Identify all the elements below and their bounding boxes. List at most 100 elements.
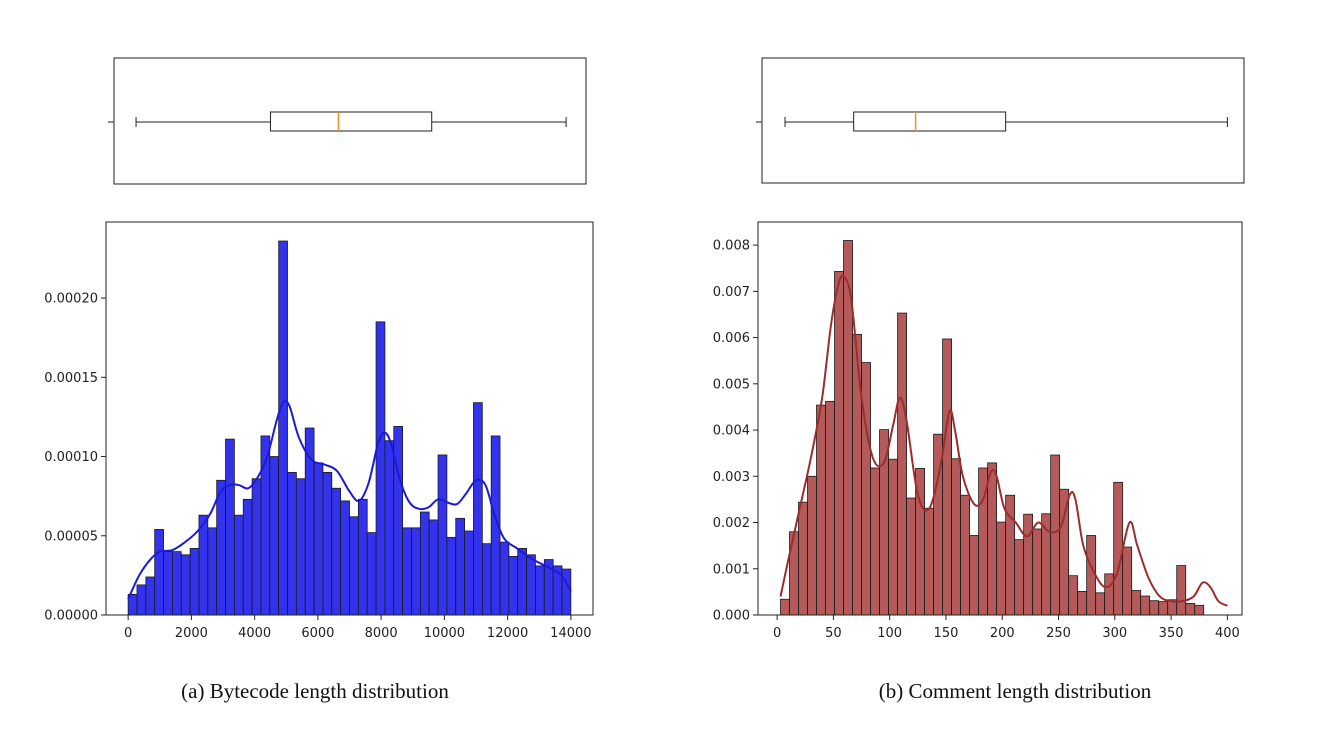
hist-b-ytick-label-1: 0.001	[713, 562, 750, 577]
histogram-a-frame	[105, 221, 594, 616]
hist-a-bar-18	[287, 471, 297, 616]
hist-b-bar-39	[1131, 590, 1142, 616]
hist-b-bar-3	[807, 475, 817, 616]
hist-a-bar-42	[499, 541, 510, 616]
hist-b-bar-33	[1077, 591, 1088, 616]
hist-a-xtick-label-2: 4000	[238, 626, 271, 641]
hist-a-ytick-label-2: 0.00010	[44, 450, 98, 465]
hist-a-bar-12	[233, 514, 244, 616]
hist-a-bar-4	[163, 551, 173, 616]
hist-a-bar-32	[411, 527, 421, 616]
hist-a-bar-3	[154, 529, 164, 616]
hist-b-bar-35	[1095, 592, 1106, 616]
hist-a-bar-27	[366, 532, 377, 616]
box-a-iqr-box	[269, 111, 433, 132]
hist-b-bar-45	[1185, 603, 1196, 616]
hist-a-bar-22	[322, 471, 333, 616]
hist-a-bar-45	[526, 554, 536, 616]
box-b-iqr-box	[853, 111, 1007, 132]
hist-b-bar-6	[834, 271, 844, 616]
histogram-b-x-axis: 0 50 100 150 200 250 300 350 400	[773, 615, 1240, 641]
hist-a-bar-8	[198, 514, 209, 616]
hist-a-bar-5	[172, 551, 182, 616]
hist-a-bar-7	[189, 548, 200, 616]
hist-a-bar-35	[437, 454, 448, 616]
hist-a-bar-37	[455, 517, 466, 616]
hist-a-bar-31	[402, 527, 412, 616]
hist-b-bar-12	[888, 458, 898, 616]
histogram-b-frame	[757, 221, 1243, 616]
hist-b-bar-24	[996, 521, 1007, 616]
hist-a-bar-13	[242, 498, 253, 616]
hist-b-bar-23	[987, 462, 998, 616]
histogram-b-bars	[780, 240, 1205, 616]
hist-b-xtick-label-1: 50	[825, 626, 842, 641]
histogram-a-bars	[127, 240, 572, 616]
histogram-b-y-axis: 0.000 0.001 0.002 0.003 0.004 0.005 0.006 0.007…	[713, 239, 758, 624]
hist-b-ytick-label-8: 0.008	[713, 239, 750, 254]
hist-a-bar-14	[251, 478, 262, 616]
hist-b-bar-27	[1023, 513, 1034, 616]
hist-a-ytick-label-3: 0.00015	[44, 371, 98, 386]
hist-b-bar-28	[1032, 528, 1043, 616]
hist-a-bar-40	[481, 543, 492, 616]
hist-a-bar-19	[295, 478, 306, 616]
hist-b-bar-10	[870, 467, 880, 616]
hist-b-bar-16	[924, 507, 934, 616]
hist-b-bar-18	[942, 338, 952, 616]
hist-b-ytick-label-3: 0.003	[713, 470, 750, 485]
hist-b-bar-26	[1014, 539, 1025, 616]
hist-a-xtick-label-7: 14000	[550, 626, 591, 641]
boxplot-b	[756, 57, 1245, 184]
hist-b-bar-30	[1050, 454, 1061, 616]
hist-b-bar-2	[798, 501, 808, 616]
hist-a-bar-24	[340, 500, 350, 616]
hist-b-bar-0	[780, 598, 790, 616]
hist-b-bar-19	[951, 458, 961, 616]
hist-a-bar-33	[419, 511, 430, 616]
hist-b-xtick-label-8: 400	[1215, 626, 1240, 641]
hist-b-bar-32	[1068, 575, 1079, 616]
hist-a-bar-25	[349, 516, 359, 616]
hist-a-bar-16	[269, 456, 280, 616]
caption-b: (b) Comment length distribution	[879, 679, 1152, 703]
hist-a-bar-10	[216, 479, 226, 616]
hist-a-ytick-label-4: 0.00020	[44, 292, 98, 307]
hist-a-bar-44	[517, 548, 527, 616]
boxplot-a-marks	[135, 111, 567, 132]
histogram-a-x-axis: 0 2000 4000 6000 8000 10000 12000 14000	[124, 615, 592, 641]
hist-b-bar-37	[1113, 481, 1124, 616]
hist-b-xtick-label-7: 350	[1159, 626, 1184, 641]
hist-a-bar-49	[561, 568, 572, 616]
hist-b-xtick-label-2: 100	[877, 626, 902, 641]
hist-b-xtick-label-0: 0	[773, 626, 781, 641]
histogram-b: 0.000 0.001 0.002 0.003 0.004 0.005 0.006 0.007…	[713, 221, 1243, 641]
boxplot-b-marks	[784, 111, 1228, 132]
boxplot-a	[108, 57, 587, 185]
hist-a-bar-34	[428, 519, 439, 616]
hist-a-xtick-label-4: 8000	[365, 626, 398, 641]
hist-b-bar-36	[1104, 573, 1115, 616]
boxplot-a-frame	[113, 57, 587, 185]
hist-a-xtick-label-6: 12000	[487, 626, 528, 641]
histogram-b-kde-line	[779, 274, 1228, 607]
hist-b-bar-42	[1158, 601, 1169, 616]
histogram-a: 0.00000 0.00005 0.00010 0.00015 0.00020 0 200…	[44, 221, 594, 641]
hist-b-ytick-label-6: 0.006	[713, 331, 750, 346]
hist-b-bar-38	[1122, 546, 1133, 616]
hist-b-ytick-label-0: 0.000	[713, 609, 750, 624]
caption-a: (a) Bytecode length distribution	[181, 679, 449, 703]
hist-b-bar-14	[906, 497, 916, 616]
hist-a-bar-1	[136, 584, 147, 616]
hist-a-bar-23	[331, 487, 342, 616]
hist-b-bar-41	[1149, 600, 1160, 616]
hist-b-bar-11	[879, 429, 889, 616]
hist-a-bar-17	[278, 240, 288, 616]
histogram-a-y-axis: 0.00000 0.00005 0.00010 0.00015 0.00020	[44, 292, 106, 624]
hist-a-bar-28	[375, 321, 386, 616]
hist-a-bar-9	[207, 527, 218, 616]
hist-a-bar-11	[225, 438, 235, 616]
boxplot-b-frame	[761, 57, 1245, 184]
hist-b-ytick-label-7: 0.007	[713, 285, 750, 300]
